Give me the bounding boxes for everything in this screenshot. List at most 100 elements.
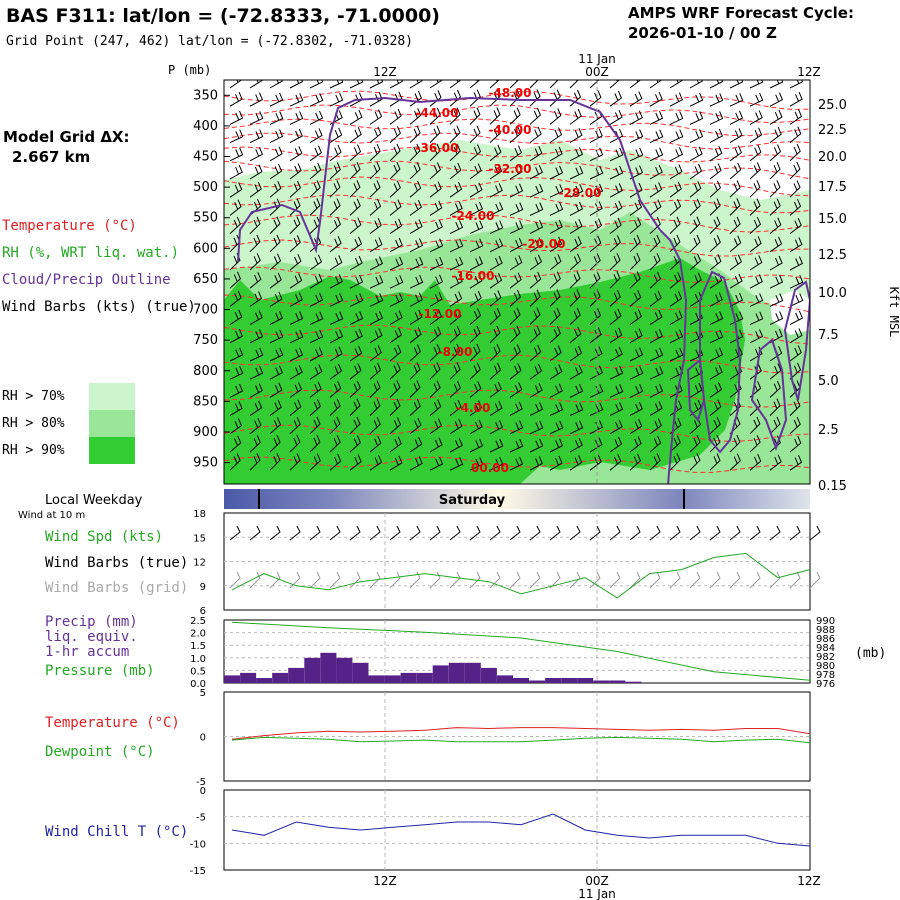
wind-barb-191 [449,182,463,198]
precip-ytick-4: 0.5 [190,666,206,677]
chill-ytick-2: -10 [190,839,206,850]
pressure-tick-label-3: 500 [193,180,218,195]
wind-barb-433 [489,325,501,344]
wind-barb-291 [649,234,661,253]
wind-barb-638 [389,455,403,471]
wind-barb-283 [489,238,504,253]
surface-barb-true-9 [409,525,421,541]
isotherm-line-16 [224,456,810,473]
wind-barb-57 [769,92,784,107]
surface-barb-true-8 [389,525,401,541]
wind-barb-596 [749,416,761,435]
wind-barb-334 [309,273,323,289]
wind-barb-610 [429,437,443,453]
wind-barb-218 [389,199,402,216]
surface-barb-true-17 [569,525,581,541]
pressure-tick-label-8: 750 [193,333,218,348]
wind-barb-435 [529,325,541,344]
wind-barb-440 [629,328,643,344]
wind-barb-402 [469,308,482,325]
wind-barb-336 [349,274,364,289]
legend-rh: RH (%, WRT liq. wat.) [2,245,179,261]
wind-barb-465 [529,344,542,362]
wind-barb-457 [369,345,382,362]
wind-barb-484 [309,364,323,380]
temp-ytick-2: -5 [196,777,206,788]
wind-barb-134 [509,145,523,162]
wind-barb-56 [749,92,764,107]
temperature-label-9: -12.00 [419,307,462,321]
wind-barb-278 [389,237,403,253]
wind-barb-544 [309,399,322,416]
wind-barb-400 [429,309,443,326]
wind-barb-307 [369,256,384,271]
wind-barb-621 [649,435,662,453]
wind-barb-637 [369,455,383,471]
pressure-tick-label-1: 400 [193,119,218,134]
wind-barb-130 [429,143,441,162]
precip-bar-1 [240,672,257,683]
wind-barb-552 [469,400,483,417]
wind-barb-240 [229,216,241,234]
wind-barb-62 [269,111,284,125]
temperature-label-7: -20.00 [523,237,566,251]
chill-ytick-0: 0 [200,786,206,797]
wind-barb-351 [649,271,662,289]
wind-barb-70 [429,107,441,125]
wind-barb-381 [649,290,662,307]
wind-barb-125 [329,144,342,162]
pressure-ticks: 350 400 450 500 550 600 650 700 750 800 850 900 950 [193,88,230,471]
wind-barbs-upper [229,80,810,471]
wind-barb-368 [389,293,404,307]
wind-barb-533 [689,382,703,398]
wind-barb-646 [549,455,563,471]
wind-barb-243 [289,216,301,234]
wind-barb-611 [449,438,463,453]
wind-barb-434 [509,325,521,344]
wind-barb-31 [249,92,264,107]
wind-barb-21 [649,80,663,89]
model-grid-value: 2.667 km [12,148,90,166]
wind-barb-68 [389,108,402,125]
wind-barb-33 [289,93,304,107]
wind-barb-167 [569,165,584,180]
wind-barb-219 [409,200,423,216]
wind-barb-251 [449,220,464,235]
wind-barb-323 [689,253,702,271]
wind-barb-301 [249,253,261,271]
wind-barb-127 [369,144,381,162]
wind-barb-53 [689,92,704,107]
surface-barb-grid-6 [349,571,361,589]
wind-barb-185 [329,180,341,198]
wind-barb-152 [269,163,283,180]
wind-barb-425 [329,329,344,344]
wind-barb-572 [269,417,282,435]
precip-bar-3 [272,672,289,683]
wind-barb-159 [409,162,421,180]
wind-barb-163 [489,164,503,180]
wind-barb-199 [609,183,623,198]
wind-barb-495 [529,363,543,380]
wind-barb-419 [809,324,810,325]
wind-barb-555 [529,402,544,417]
surface-barb-true-12 [469,525,481,541]
wind-barb-540 [229,401,243,417]
wind-barb-30 [229,92,243,107]
wind-barb-71 [449,107,461,125]
wind-barb-386 [749,293,764,307]
pressure-axis-title: P (mb) [168,63,211,77]
wind-barb-58 [789,92,803,107]
wind-barb-651 [649,453,661,471]
isotherm-line-13 [224,354,810,374]
surface-barb-grid-1 [249,571,261,589]
wind-barb-447 [769,328,783,344]
wind-barb-395 [329,311,344,326]
kft-tick-label-4: 15.0 [818,212,847,227]
surface-barb-true-20 [629,525,641,541]
wind-barb-340 [429,274,444,289]
wind-barb-319 [609,253,621,271]
precip-bar-22 [577,678,594,683]
pressure-tick-label-4: 550 [193,211,218,226]
wind-barb-432 [469,325,481,344]
wind-speed-panel: 18 15 12 9 6 [193,509,821,617]
